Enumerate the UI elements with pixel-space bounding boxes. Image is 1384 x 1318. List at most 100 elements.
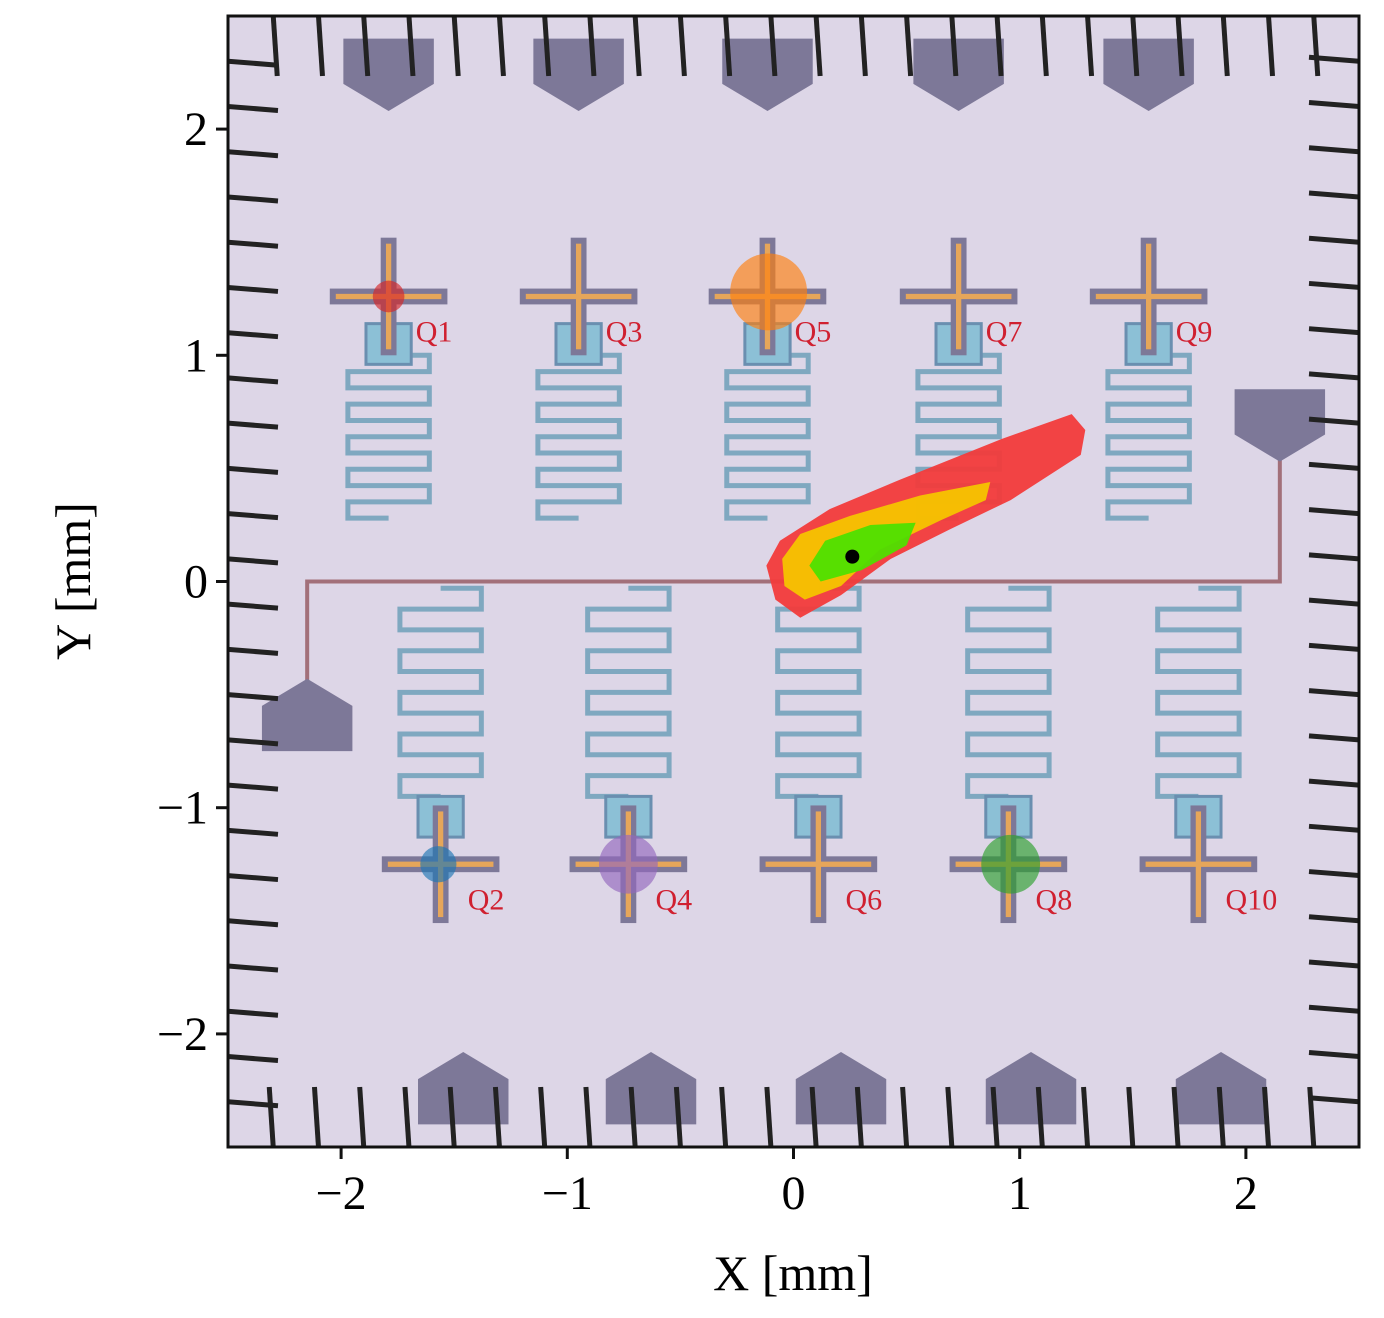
resonator: [775, 585, 862, 799]
wire-bond: [228, 330, 279, 340]
cross-v-in: [575, 243, 582, 350]
axes: −2 −1 0 1 2 −2 −1 0 1 2: [157, 103, 1258, 1220]
wire-bond: [228, 239, 279, 249]
resonator: [1155, 585, 1242, 799]
y-tick-label: 0: [184, 556, 208, 609]
qubit-label: Q2: [468, 883, 505, 916]
resonator: [397, 585, 484, 799]
wire-bond: [1308, 688, 1359, 698]
cross-v-in: [955, 243, 962, 350]
wire-bond: [1308, 145, 1359, 155]
resonator: [535, 352, 622, 521]
wire-bond: [1311, 16, 1321, 77]
wire-bond: [228, 420, 279, 430]
plot-data: [372, 253, 1086, 894]
wire-bond: [1308, 823, 1359, 833]
wire-bond: [768, 16, 778, 77]
wire-bond: [311, 1086, 321, 1147]
wire-bond: [1308, 552, 1359, 562]
wire-bond: [228, 556, 279, 566]
wire-bond: [228, 692, 279, 702]
wire-bond: [447, 1086, 457, 1147]
pad: [1103, 38, 1194, 112]
wire-bond: [1262, 1086, 1272, 1147]
wire-bond: [1308, 235, 1359, 245]
qubit-marker: [981, 834, 1041, 894]
wire-bond: [315, 16, 325, 77]
pad: [261, 678, 353, 752]
wire-bond: [228, 963, 279, 973]
qubit-marker: [372, 280, 405, 313]
wire-bond: [228, 103, 279, 113]
wire-bond: [496, 16, 506, 77]
y-tick-label: −2: [157, 1008, 208, 1061]
wire-bond: [1308, 778, 1359, 788]
x-tick-label: −1: [542, 1167, 593, 1220]
wire-bond: [945, 1086, 955, 1147]
wire-bond: [813, 16, 823, 77]
resonator: [345, 352, 432, 521]
wire-bond: [809, 1086, 819, 1147]
wire-bond: [858, 16, 868, 77]
wire-bond: [1081, 1086, 1091, 1147]
y-tick-label: −1: [157, 782, 208, 835]
wire-bond: [228, 1008, 279, 1018]
y-tick-label: 1: [184, 329, 208, 382]
x-axis-label: X [mm]: [713, 1245, 873, 1301]
wire-bond: [1308, 99, 1359, 109]
wire-bond: [673, 1086, 683, 1147]
wire-bond: [228, 284, 279, 294]
cross-v-in: [1195, 811, 1202, 918]
wire-bond: [228, 58, 279, 68]
wire-bond: [228, 782, 279, 792]
wire-bond: [1308, 642, 1359, 652]
wire-bond: [1266, 16, 1276, 77]
wire-bond: [1308, 914, 1359, 924]
wire-bond: [1126, 1086, 1136, 1147]
wire-bond: [228, 511, 279, 521]
pad: [913, 38, 1004, 112]
wire-bond: [990, 1086, 1000, 1147]
resonator: [724, 352, 811, 521]
wire-bond: [949, 16, 959, 77]
wire-bond: [228, 737, 279, 747]
wire-bond: [1035, 1086, 1045, 1147]
qubit-label: Q4: [656, 883, 693, 916]
wire-bond: [361, 16, 371, 77]
wire-bond: [228, 194, 279, 204]
qubit-label: Q7: [986, 316, 1023, 349]
wire-bond: [1039, 16, 1049, 77]
wire-bond: [1308, 326, 1359, 336]
wire-bond: [723, 16, 733, 77]
wire-bond: [1171, 1086, 1181, 1147]
qubit-marker: [730, 253, 808, 331]
qubit-marker: [598, 834, 658, 894]
wire-bond: [228, 873, 279, 883]
wire-bond: [228, 465, 279, 475]
x-tick-label: −2: [316, 1167, 367, 1220]
wire-bond: [228, 646, 279, 656]
wire-bond: [228, 375, 279, 385]
qubit-marker: [420, 846, 457, 883]
wire-bond: [228, 601, 279, 611]
pad: [533, 38, 624, 112]
wire-bond: [628, 1086, 638, 1147]
wire-bond: [1308, 733, 1359, 743]
qubit-label: Q10: [1226, 883, 1278, 916]
pad: [795, 1051, 887, 1125]
wire-bond: [1308, 1050, 1359, 1060]
wire-bond: [1308, 54, 1359, 64]
pad: [1234, 389, 1326, 462]
wire-bond: [994, 16, 1004, 77]
wire-bond: [854, 1086, 864, 1147]
wire-bond: [900, 1086, 910, 1147]
y-tick-label: 2: [184, 103, 208, 156]
wire-bond: [1130, 16, 1140, 77]
qubit-label: Q9: [1176, 316, 1213, 349]
wire-bond: [228, 827, 279, 837]
wire-bond: [402, 1086, 412, 1147]
wire-bond: [1308, 280, 1359, 290]
resonator: [965, 585, 1052, 799]
wire-bond: [542, 16, 552, 77]
qubit-label: Q1: [416, 316, 453, 349]
